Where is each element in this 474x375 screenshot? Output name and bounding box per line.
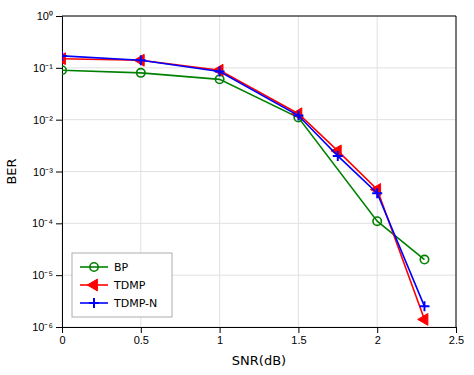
tick-mark: [56, 327, 62, 328]
tick-mark: [377, 327, 378, 333]
series: [62, 51, 429, 311]
grid-line-y: [62, 171, 456, 172]
tick: 10⁻²: [33, 114, 62, 126]
point: [420, 255, 428, 263]
tick: 10⁻¹: [33, 62, 62, 74]
axis-line: [63, 328, 457, 334]
series-line: [62, 70, 424, 259]
legend-swatch: [80, 266, 108, 268]
tick: 1: [217, 327, 223, 346]
legend: BP TDMP TDMP-N: [72, 253, 172, 317]
x-axis: 0 0.5 1 1.5 2 2.5: [59, 327, 464, 346]
legend-swatch: [89, 298, 99, 308]
tick-mark: [56, 223, 62, 224]
grid-line-y: [62, 223, 456, 224]
plot-area: 0 0.5 1 1.5 2 2.5 10⁻⁶ 10⁻⁵ 10⁻⁴ 10⁻³ 10⁻² 10⁻¹ 10⁰ B…: [32, 10, 464, 346]
tick: 2.5: [449, 327, 464, 346]
point: [373, 217, 381, 225]
tick-label: 10⁻⁶: [32, 321, 53, 333]
tick-label: 0.5: [134, 334, 149, 346]
point: [419, 301, 429, 311]
tick-mark: [56, 68, 62, 69]
series: [62, 53, 428, 325]
tick-label: 2.5: [449, 334, 464, 346]
tick-label: 10⁻⁵: [32, 269, 53, 281]
point: [62, 51, 67, 61]
tick-mark: [141, 327, 142, 333]
tick-mark: [56, 16, 62, 17]
series-line: [62, 56, 424, 306]
tick: 10⁻⁵: [32, 269, 62, 281]
point: [62, 66, 66, 74]
axis-line: [56, 17, 63, 328]
y-axis: 10⁻⁶ 10⁻⁵ 10⁻⁴ 10⁻³ 10⁻² 10⁻¹ 10⁰: [32, 10, 62, 333]
tick: 0: [59, 327, 65, 346]
tick-label: 10⁰: [37, 10, 53, 22]
point: [215, 66, 225, 76]
tick-mark: [456, 327, 457, 333]
frame: [456, 16, 457, 327]
tick-label: 2: [375, 334, 381, 346]
legend-box: [72, 253, 172, 317]
tick-label: 10⁻³: [33, 166, 53, 178]
point: [333, 151, 343, 161]
tick: 1.5: [291, 327, 306, 346]
tick: 2: [375, 327, 381, 346]
tick-label: 10⁻⁴: [32, 217, 53, 229]
tick: 10⁻⁴: [32, 217, 62, 229]
point: [136, 55, 146, 65]
series: [62, 66, 429, 264]
point: [372, 188, 382, 198]
tick-label: 0: [59, 334, 65, 346]
grid-line-y: [62, 119, 456, 120]
tick-label: 1: [217, 334, 223, 346]
tick-mark: [220, 327, 221, 333]
tick: 10⁻³: [33, 166, 62, 178]
legend-swatch: [87, 279, 97, 291]
tick-mark: [56, 275, 62, 276]
chart: 0 0.5 1 1.5 2 2.5 10⁻⁶ 10⁻⁵ 10⁻⁴ 10⁻³ 10⁻² 10⁻¹ 10⁰ B…: [0, 0, 474, 375]
grid-line-y: [62, 16, 456, 17]
legend-item: TDMP-N: [80, 297, 157, 310]
series-line: [62, 59, 424, 320]
grid-line-x: [456, 16, 457, 327]
legend-item: BP: [80, 261, 129, 274]
tick-mark: [56, 120, 62, 121]
frame: [62, 16, 456, 17]
point: [418, 314, 428, 326]
point: [137, 69, 145, 77]
tick-label: 10⁻¹: [33, 62, 53, 74]
grid-line-y: [62, 67, 456, 68]
tick-label: 1.5: [291, 334, 306, 346]
tick: 0.5: [134, 327, 149, 346]
x-axis-title: SNR(dB): [232, 353, 286, 368]
legend-label: TDMP: [113, 279, 146, 292]
legend-label: TDMP-N: [113, 297, 157, 310]
grid: [62, 16, 456, 327]
point: [293, 111, 303, 121]
legend-label: BP: [114, 261, 129, 274]
y-axis-title: BER: [4, 158, 19, 184]
data-layer: [62, 51, 429, 325]
tick-mark: [56, 172, 62, 173]
legend-swatch: [90, 263, 98, 271]
tick: 10⁰: [37, 10, 62, 22]
legend-item: TDMP: [80, 279, 146, 292]
tick: 10⁻⁶: [32, 321, 62, 333]
tick-label: 10⁻²: [33, 114, 53, 126]
tick-mark: [298, 327, 299, 333]
